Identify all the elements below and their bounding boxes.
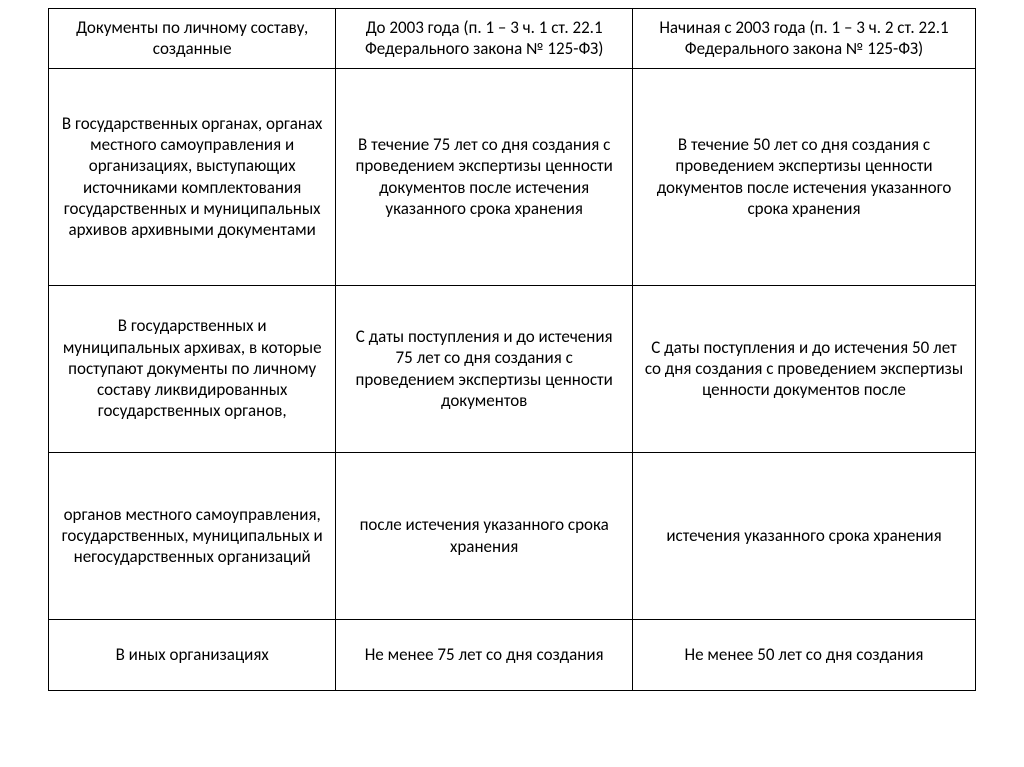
cell: В иных организациях — [49, 619, 336, 690]
cell: В течение 75 лет со дня создания с прове… — [336, 68, 633, 285]
table-container: Документы по личному составу, созданные … — [0, 0, 1024, 699]
table-row: В государственных и муниципальных архива… — [49, 285, 976, 452]
header-col-3: Начиная с 2003 года (п. 1 – 3 ч. 2 ст. 2… — [632, 9, 975, 69]
cell: С даты поступления и до истечения 75 лет… — [336, 285, 633, 452]
cell: истечения указанного срока хранения — [632, 452, 975, 619]
cell: С даты поступления и до истечения 50 лет… — [632, 285, 975, 452]
header-col-1: Документы по личному составу, созданные — [49, 9, 336, 69]
table-row: В государственных органах, органах местн… — [49, 68, 976, 285]
cell: после истечения указанного срока хранени… — [336, 452, 633, 619]
table-row: В иных организациях Не менее 75 лет со д… — [49, 619, 976, 690]
cell: Не менее 75 лет со дня создания — [336, 619, 633, 690]
cell: Не менее 50 лет со дня создания — [632, 619, 975, 690]
cell: В государственных и муниципальных архива… — [49, 285, 336, 452]
retention-table: Документы по личному составу, созданные … — [48, 8, 976, 691]
cell: органов местного самоуправления, государ… — [49, 452, 336, 619]
cell: В государственных органах, органах местн… — [49, 68, 336, 285]
table-header-row: Документы по личному составу, созданные … — [49, 9, 976, 69]
table-row: органов местного самоуправления, государ… — [49, 452, 976, 619]
header-col-2: До 2003 года (п. 1 – 3 ч. 1 ст. 22.1 Фед… — [336, 9, 633, 69]
cell: В течение 50 лет со дня создания с прове… — [632, 68, 975, 285]
